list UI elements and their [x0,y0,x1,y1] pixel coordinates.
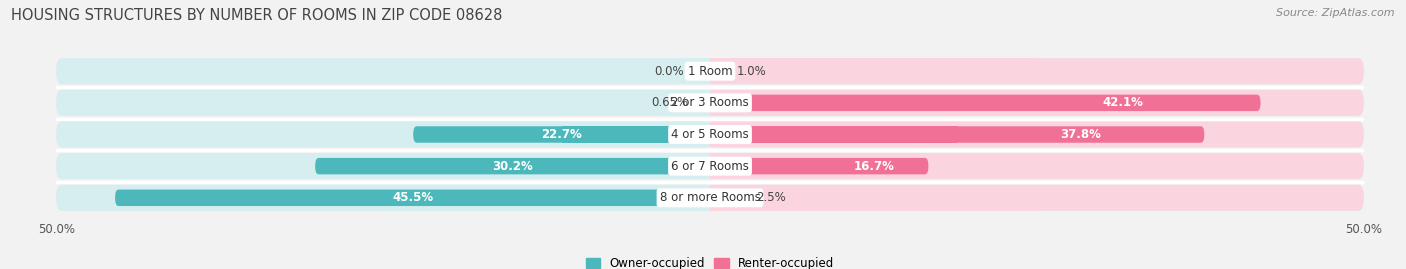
FancyBboxPatch shape [115,190,710,206]
Bar [710,90,1038,116]
Bar [382,153,710,179]
Legend: Owner-occupied, Renter-occupied: Owner-occupied, Renter-occupied [581,253,839,269]
Bar [710,126,957,143]
FancyBboxPatch shape [710,153,1364,179]
FancyBboxPatch shape [315,158,710,174]
Bar [710,58,1038,84]
FancyBboxPatch shape [710,90,1364,116]
FancyBboxPatch shape [710,95,1261,111]
FancyBboxPatch shape [56,153,1364,179]
Text: 37.8%: 37.8% [1060,128,1101,141]
Bar [382,122,710,147]
FancyBboxPatch shape [56,58,1364,84]
Bar [382,58,710,84]
Text: 1.0%: 1.0% [737,65,766,78]
FancyBboxPatch shape [710,58,1364,84]
Text: 6 or 7 Rooms: 6 or 7 Rooms [671,160,749,173]
FancyBboxPatch shape [710,126,1205,143]
Bar [561,126,710,143]
Bar [706,95,710,111]
Bar [710,122,1038,147]
FancyBboxPatch shape [710,185,1364,211]
FancyBboxPatch shape [56,122,710,147]
Text: 42.1%: 42.1% [1102,96,1143,109]
Text: 45.5%: 45.5% [392,191,433,204]
Bar [513,158,710,174]
Text: HOUSING STRUCTURES BY NUMBER OF ROOMS IN ZIP CODE 08628: HOUSING STRUCTURES BY NUMBER OF ROOMS IN… [11,8,502,23]
FancyBboxPatch shape [56,153,710,179]
Text: 22.7%: 22.7% [541,128,582,141]
Text: 8 or more Rooms: 8 or more Rooms [659,191,761,204]
Bar [382,185,710,211]
Text: 16.7%: 16.7% [853,160,894,173]
FancyBboxPatch shape [702,95,710,111]
Text: 4 or 5 Rooms: 4 or 5 Rooms [671,128,749,141]
FancyBboxPatch shape [710,158,928,174]
FancyBboxPatch shape [413,126,710,143]
FancyBboxPatch shape [56,90,1364,116]
Bar [710,63,717,79]
Bar [710,95,986,111]
Text: 2 or 3 Rooms: 2 or 3 Rooms [671,96,749,109]
Text: 2.5%: 2.5% [756,191,786,204]
FancyBboxPatch shape [56,185,1364,211]
Text: 30.2%: 30.2% [492,160,533,173]
Text: 0.0%: 0.0% [654,65,683,78]
Bar [710,153,1038,179]
Bar [710,185,1038,211]
Text: Source: ZipAtlas.com: Source: ZipAtlas.com [1277,8,1395,18]
Text: 0.65%: 0.65% [651,96,689,109]
Bar [412,190,710,206]
FancyBboxPatch shape [56,90,710,116]
FancyBboxPatch shape [710,63,723,79]
Bar [710,158,820,174]
FancyBboxPatch shape [710,190,742,206]
FancyBboxPatch shape [56,122,1364,147]
FancyBboxPatch shape [56,58,710,84]
FancyBboxPatch shape [710,122,1364,147]
Text: 1 Room: 1 Room [688,65,733,78]
Bar [710,190,727,206]
FancyBboxPatch shape [56,185,710,211]
Bar [382,90,710,116]
